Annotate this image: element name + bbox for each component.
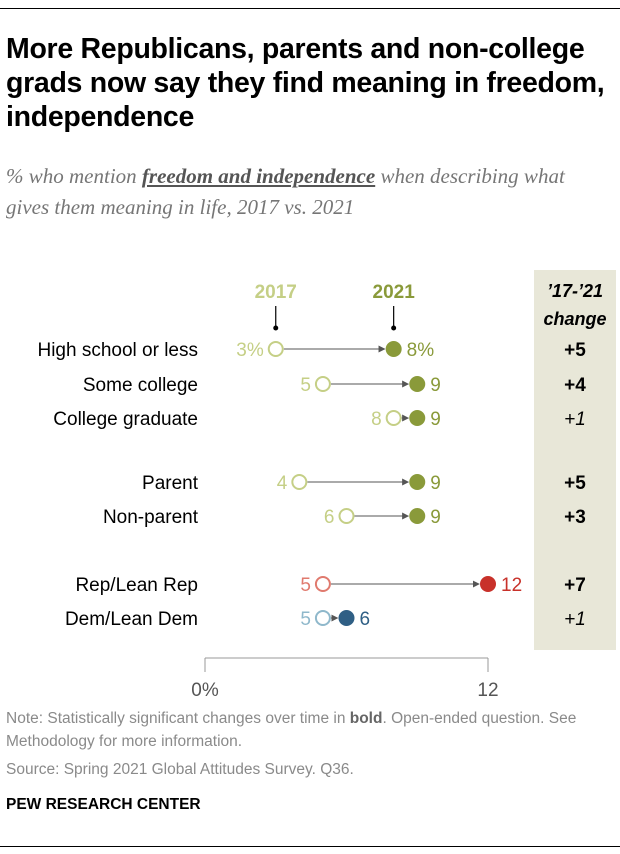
top-rule (0, 8, 620, 9)
value-label-2021: 9 (430, 507, 441, 528)
subtitle-emphasis: freedom and independence (141, 164, 376, 188)
row-label: Dem/Lean Dem (65, 609, 198, 630)
dot-2021 (409, 474, 426, 490)
dot-2021 (338, 610, 355, 626)
change-value: +1 (564, 609, 586, 630)
value-label-2021: 9 (430, 473, 441, 494)
org-credit: PEW RESEARCH CENTER (6, 796, 201, 813)
dot-2021 (409, 376, 426, 392)
bottom-rule (0, 846, 620, 847)
row-label: High school or less (37, 340, 198, 361)
chart-subtitle: % who mention freedom and independence w… (6, 161, 601, 223)
dot-plot-chart: ’17-’21 change 2017 2021 High school or less… (37, 270, 616, 700)
row-label: Some college (83, 375, 198, 396)
change-column-panel (534, 270, 616, 650)
value-label-2017: 8 (371, 409, 382, 430)
dot-2021 (480, 576, 496, 592)
chart-note: Note: Statistically significant changes … (6, 707, 616, 753)
dot-2021 (409, 410, 426, 426)
dot-2021 (409, 508, 426, 524)
dot-2017 (291, 474, 308, 490)
row-label: Parent (142, 473, 199, 494)
chart-source: Source: Spring 2021 Global Attitudes Sur… (6, 761, 354, 778)
dot-2017 (314, 576, 331, 592)
note-bold: bold (349, 710, 383, 727)
subtitle-lead: % who mention (6, 164, 142, 188)
dot-2017 (267, 341, 284, 357)
dot-2017 (314, 610, 331, 626)
row-label: College graduate (53, 409, 198, 430)
value-label-2017: 5 (300, 609, 311, 630)
value-label-2017: 5 (300, 575, 311, 596)
dot-2017 (385, 410, 402, 426)
row-label: Rep/Lean Rep (75, 575, 198, 596)
value-label-2017: 4 (277, 473, 288, 494)
change-value: +5 (564, 473, 586, 494)
change-value: +5 (564, 340, 586, 361)
dot-2017 (314, 376, 331, 392)
chart-title: More Republicans, parents and non-colleg… (6, 33, 605, 133)
value-label-2021: 12 (501, 575, 522, 596)
value-label-2017: 5 (300, 375, 311, 396)
note-tail: . Open-ended question. See Methodology f… (6, 710, 577, 750)
dot-2017 (338, 508, 355, 524)
legend-leader-dot-2021 (391, 325, 397, 331)
value-label-2021: 6 (360, 609, 371, 630)
value-label-2021: 8% (407, 340, 435, 361)
value-label-2021: 9 (430, 409, 441, 430)
value-label-2017: 6 (324, 507, 335, 528)
change-value: +1 (564, 409, 586, 430)
legend-label-2017: 2017 (255, 282, 297, 303)
change-value: +3 (564, 507, 586, 528)
legend-label-2021: 2021 (373, 282, 416, 303)
note-lead: Note: Statistically significant changes … (6, 710, 350, 727)
change-value: +7 (564, 575, 586, 596)
legend-leader-dot-2017 (273, 325, 279, 331)
value-label-2017: 3% (236, 340, 264, 361)
row-label: Non-parent (103, 507, 199, 528)
x-tick-label: 0% (191, 680, 219, 700)
x-tick-label: 12 (477, 680, 498, 700)
dot-2021 (385, 341, 402, 357)
change-header-line1: ’17-’21 (547, 281, 603, 301)
change-header-line2: change (543, 309, 606, 329)
change-value: +4 (564, 375, 586, 396)
subtitle-tail: when describing what gives them meaning … (6, 164, 565, 219)
value-label-2021: 9 (430, 375, 441, 396)
